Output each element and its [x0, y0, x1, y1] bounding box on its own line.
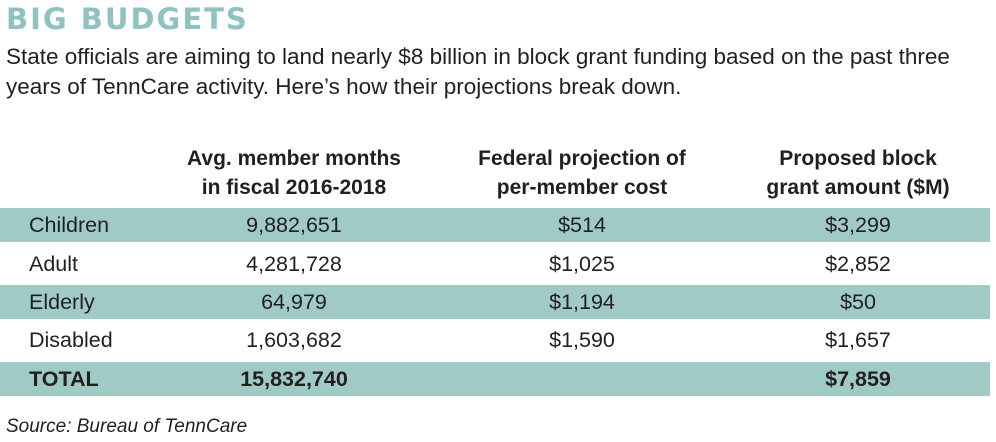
header-line: Avg. member months: [187, 147, 401, 170]
header-block-grant: Proposed block grant amount ($M): [724, 144, 992, 202]
block-grant-cell: $50: [840, 290, 876, 314]
header-per-member-cost: Federal projection of per-member cost: [448, 144, 716, 202]
header-line: grant amount ($M): [766, 176, 950, 199]
category-cell: Adult: [29, 252, 79, 276]
total-per-member-cost: [482, 362, 682, 396]
category-cell: Disabled: [29, 328, 113, 352]
header-line: Proposed block: [779, 147, 937, 170]
header-line: in fiscal 2016-2018: [201, 176, 387, 199]
category-cell: Elderly: [29, 290, 95, 314]
category-cell: Children: [29, 213, 110, 237]
total-label: TOTAL: [29, 367, 99, 391]
source-note: Source: Bureau of TennCare: [6, 416, 248, 437]
total-block-grant: $7,859: [825, 367, 891, 391]
table-row: Adult 4,281,728 $1,025 $2,852: [0, 247, 990, 281]
header-line: Federal projection of: [478, 147, 686, 170]
member-months-cell: 1,603,682: [246, 328, 342, 352]
per-member-cost-cell: $1,590: [549, 328, 615, 352]
block-grant-cell: $1,657: [825, 328, 891, 352]
per-member-cost-cell: $514: [558, 213, 606, 237]
table-row: Children 9,882,651 $514 $3,299: [0, 208, 990, 242]
member-months-cell: 64,979: [261, 290, 327, 314]
header-line: per-member cost: [496, 176, 668, 199]
per-member-cost-cell: $1,194: [549, 290, 615, 314]
header-member-months: Avg. member months in fiscal 2016-2018: [160, 144, 428, 202]
total-member-months: 15,832,740: [240, 367, 348, 391]
subtitle: State officials are aiming to land nearl…: [6, 44, 950, 99]
block-grant-cell: $2,852: [825, 252, 891, 276]
member-months-cell: 4,281,728: [246, 252, 342, 276]
page-title: BIG BUDGETS: [6, 2, 249, 36]
table-row: Disabled 1,603,682 $1,590 $1,657: [0, 323, 990, 357]
per-member-cost-cell: $1,025: [549, 252, 615, 276]
block-grant-cell: $3,299: [825, 213, 891, 237]
table-row: Elderly 64,979 $1,194 $50: [0, 285, 990, 319]
total-row: TOTAL 15,832,740 $7,859: [0, 362, 990, 396]
member-months-cell: 9,882,651: [246, 213, 342, 237]
